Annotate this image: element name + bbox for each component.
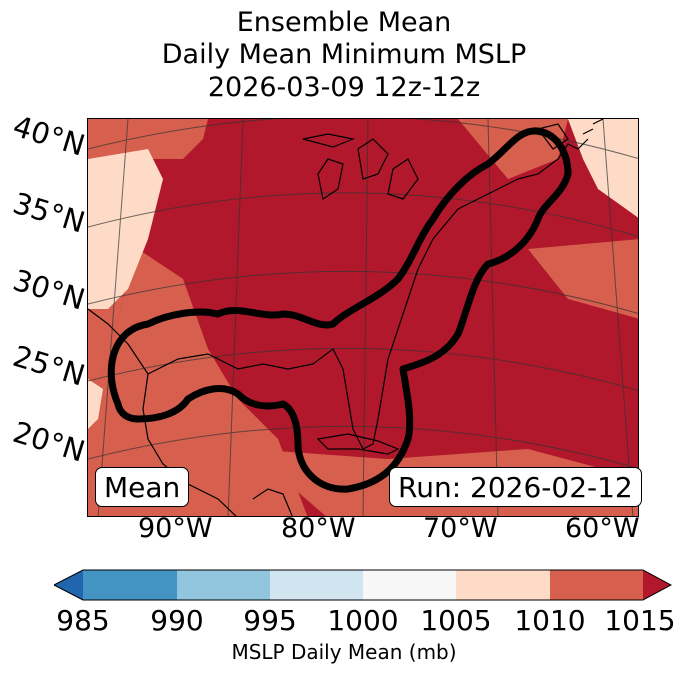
map-panel (87, 118, 639, 517)
lon-label-70w: 70°W (423, 513, 498, 544)
colorbar-tick-1015: 1015 (604, 604, 676, 637)
lat-label-25n: 25°N (9, 338, 89, 393)
lon-label-80w: 80°W (281, 513, 356, 544)
map-svg (88, 119, 638, 516)
colorbar-bin-985-990 (83, 570, 177, 600)
colorbar-label: MSLP Daily Mean (mb) (231, 640, 457, 664)
colorbar-tick-985: 985 (56, 604, 110, 637)
title-line-1: Ensemble Mean (236, 7, 452, 38)
shading-1005-west (88, 149, 163, 309)
mean-annotation-box: Mean (95, 467, 190, 507)
coastlines (88, 119, 604, 516)
shading-1010-lower-left (88, 249, 308, 516)
title-line-3: 2026-03-09 12z-12z (207, 72, 481, 103)
colorbar-tick-1000: 1000 (327, 604, 399, 637)
lon-label-60w: 60°W (565, 513, 640, 544)
run-date-annotation-box: Run: 2026-02-12 (389, 467, 642, 507)
lat-label-30n: 30°N (9, 262, 89, 317)
shading-1005-ne (568, 119, 638, 218)
colorbar-tick-1010: 1010 (514, 604, 586, 637)
colorbar-tick-995: 995 (243, 604, 297, 637)
shading-1010-top (88, 119, 208, 159)
title-line-2: Daily Mean Minimum MSLP (161, 39, 527, 70)
colorbar-bin-1010-1015 (550, 570, 643, 600)
colorbar-bin-990-995 (177, 570, 270, 600)
colorbar-extend-high (643, 570, 671, 600)
contour-outline (107, 127, 572, 493)
graticule (88, 119, 638, 516)
colorbar (54, 569, 672, 601)
colorbar-tick-990: 990 (150, 604, 204, 637)
colorbar-bin-1000-1005 (363, 570, 456, 600)
colorbar-bin-1005-1010 (456, 570, 550, 600)
colorbar-bin-995-1000 (270, 570, 363, 600)
colorbar-extend-low (54, 570, 83, 600)
lon-label-90w: 90°W (138, 513, 213, 544)
shading-1010-east (528, 239, 638, 319)
lat-label-35n: 35°N (9, 185, 89, 240)
lat-label-40n: 40°N (9, 108, 89, 163)
colorbar-outline (54, 569, 672, 601)
colorbar-tick-1005: 1005 (420, 604, 492, 637)
lat-label-20n: 20°N (9, 414, 89, 469)
shading-1005-sw (88, 379, 103, 429)
